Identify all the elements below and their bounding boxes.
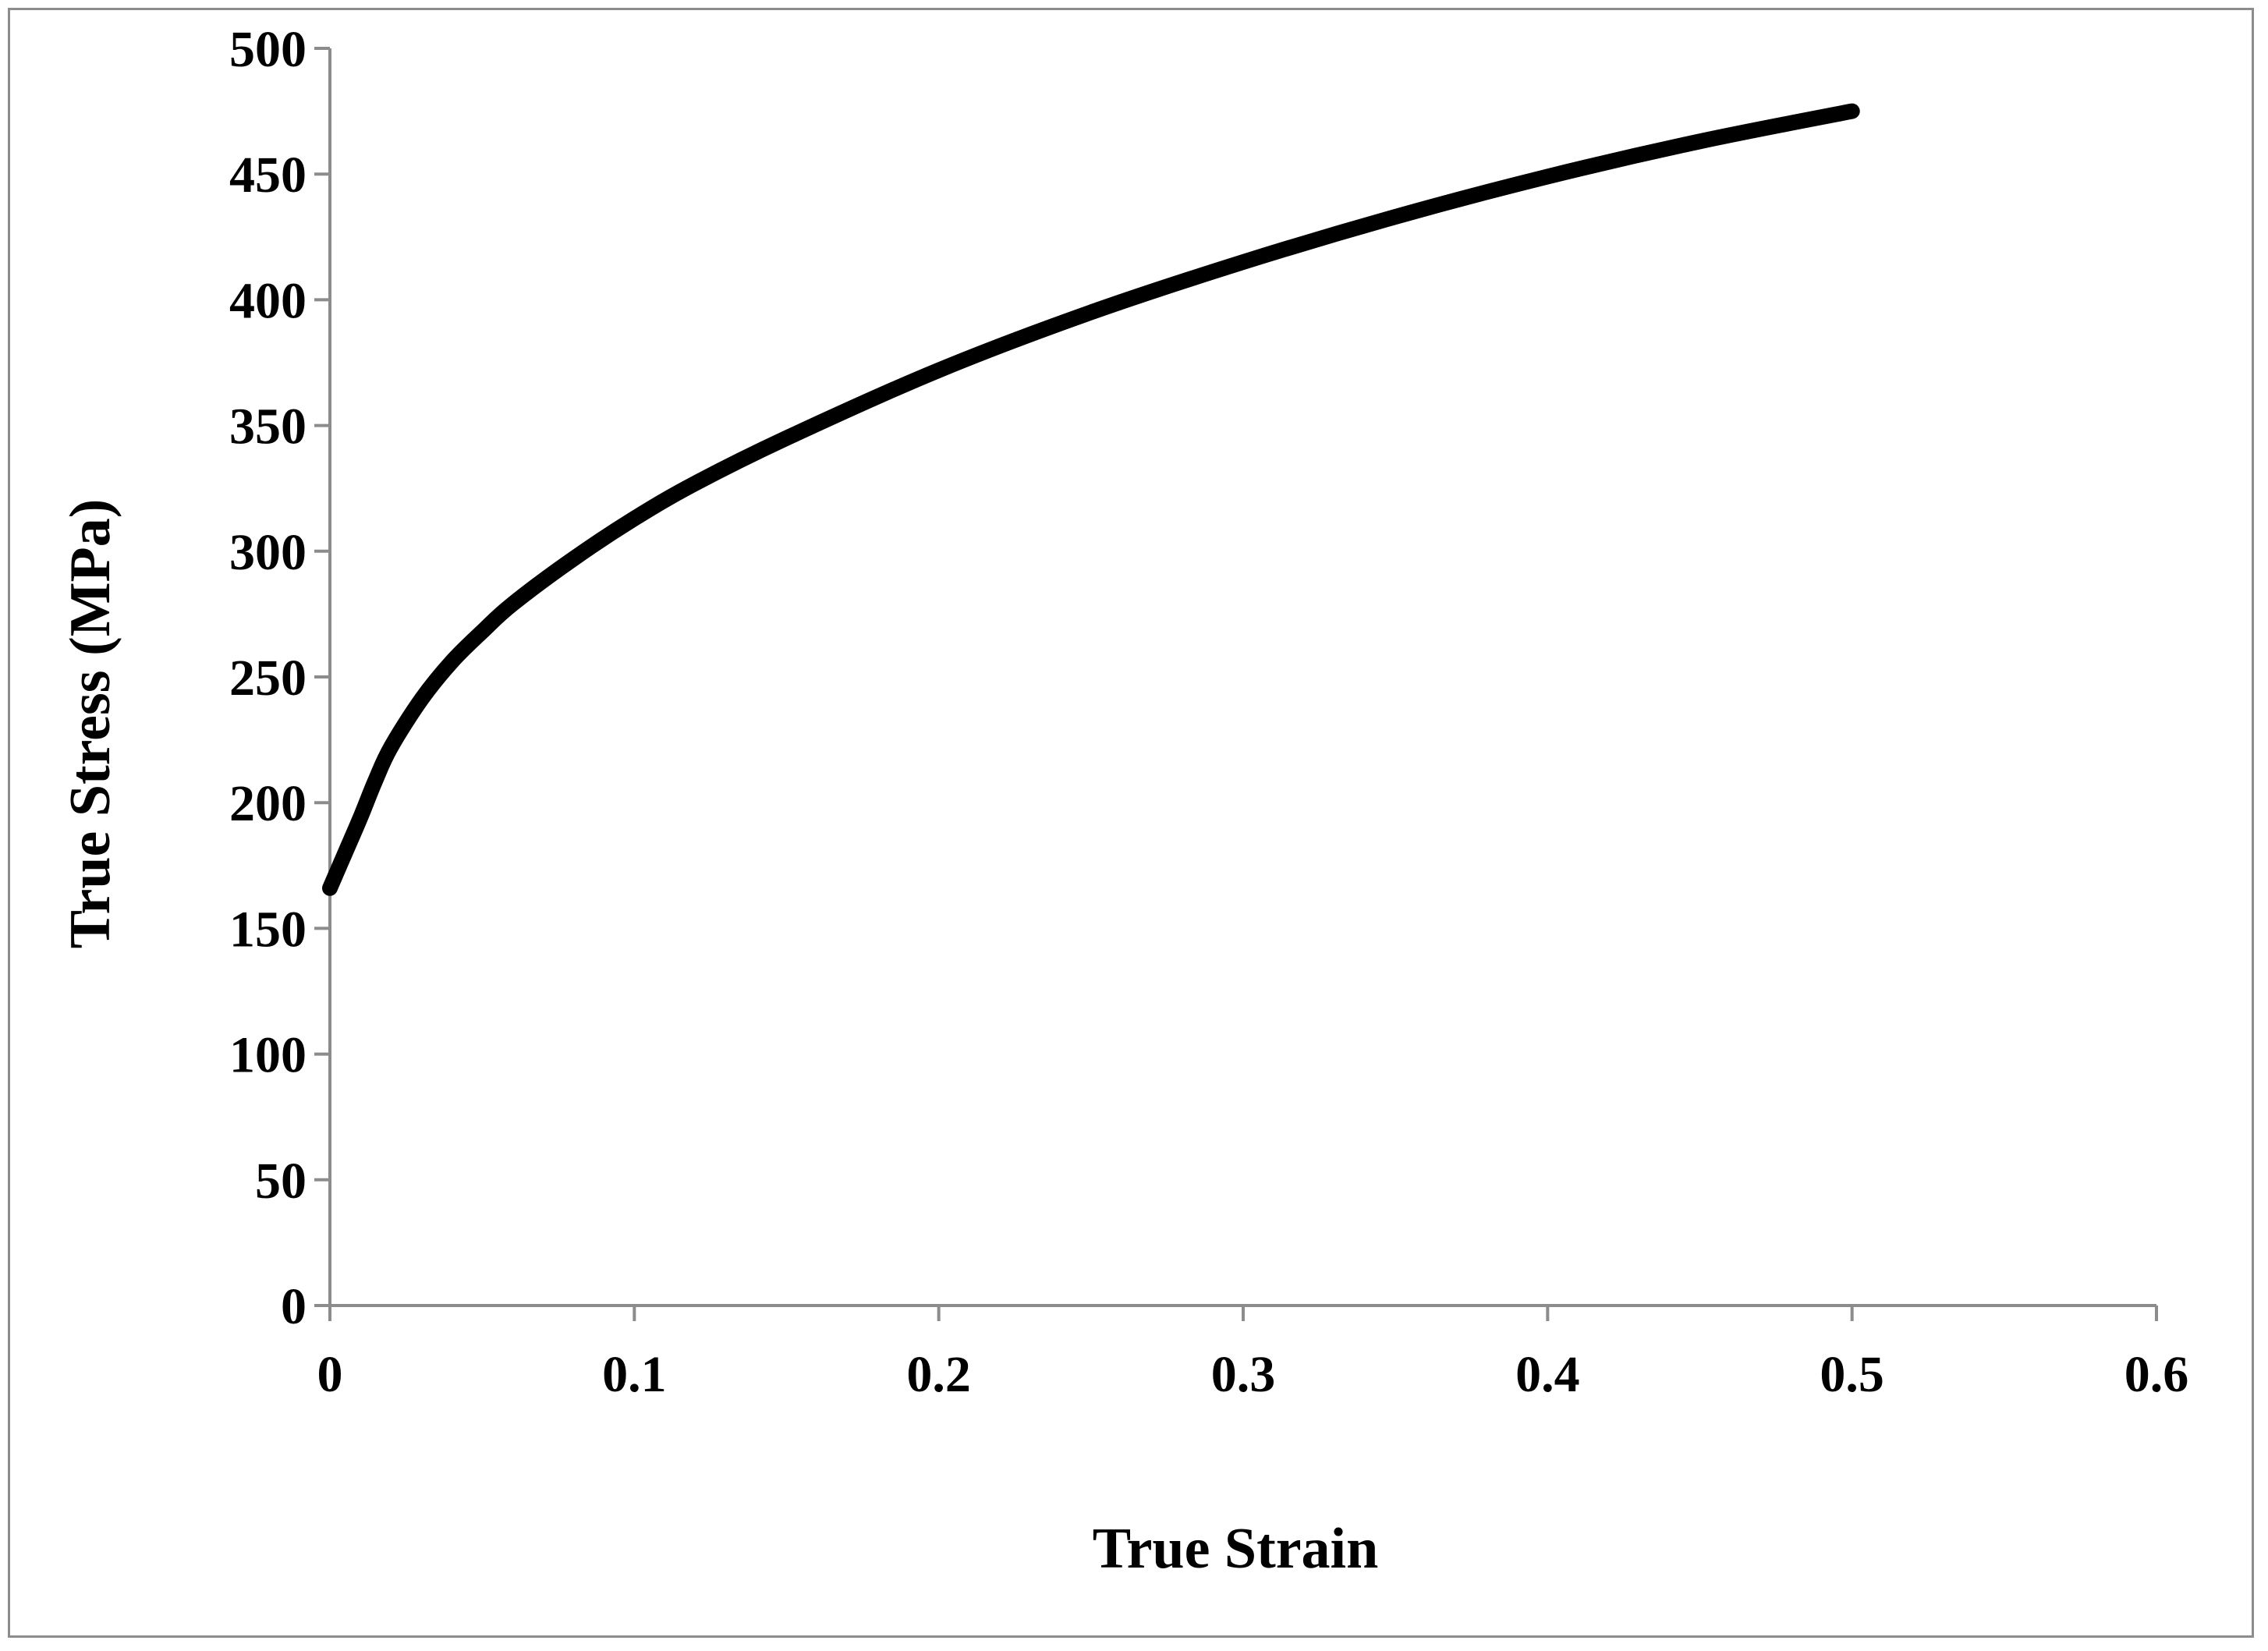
series-line: [322, 103, 1860, 896]
series: [322, 103, 1860, 896]
chart-frame: [8, 8, 2254, 1638]
x-tick-label: 0.5: [1820, 1346, 1884, 1403]
y-axis-title: True Stress (MPa): [58, 499, 122, 949]
y-tick-label: 50: [255, 1153, 307, 1210]
y-tick-label: 200: [229, 775, 307, 832]
x-axis-title: True Strain: [1093, 1517, 1379, 1581]
y-tick-label: 0: [281, 1278, 307, 1335]
y-tick-label: 250: [229, 650, 307, 707]
y-tick-label: 100: [229, 1027, 307, 1084]
y-tick-label: 500: [229, 21, 307, 78]
y-tick-label: 400: [229, 272, 307, 329]
axes: [328, 48, 2156, 1307]
ticks: 0 50 100 150 200 250 300 350 400 450 500 0 0.1 0.2 0.3…: [229, 21, 2188, 1403]
x-tick-label: 0: [317, 1346, 343, 1403]
y-tick-label: 300: [229, 524, 307, 581]
y-tick-label: 350: [229, 399, 307, 455]
y-tick-label: 150: [229, 901, 307, 958]
x-tick-label: 0.3: [1211, 1346, 1276, 1403]
x-tick-label: 0.1: [602, 1346, 667, 1403]
x-tick-label: 0.6: [2124, 1346, 2189, 1403]
x-tick-label: 0.4: [1515, 1346, 1580, 1403]
y-tick-label: 450: [229, 147, 307, 204]
x-tick-label: 0.2: [906, 1346, 971, 1403]
